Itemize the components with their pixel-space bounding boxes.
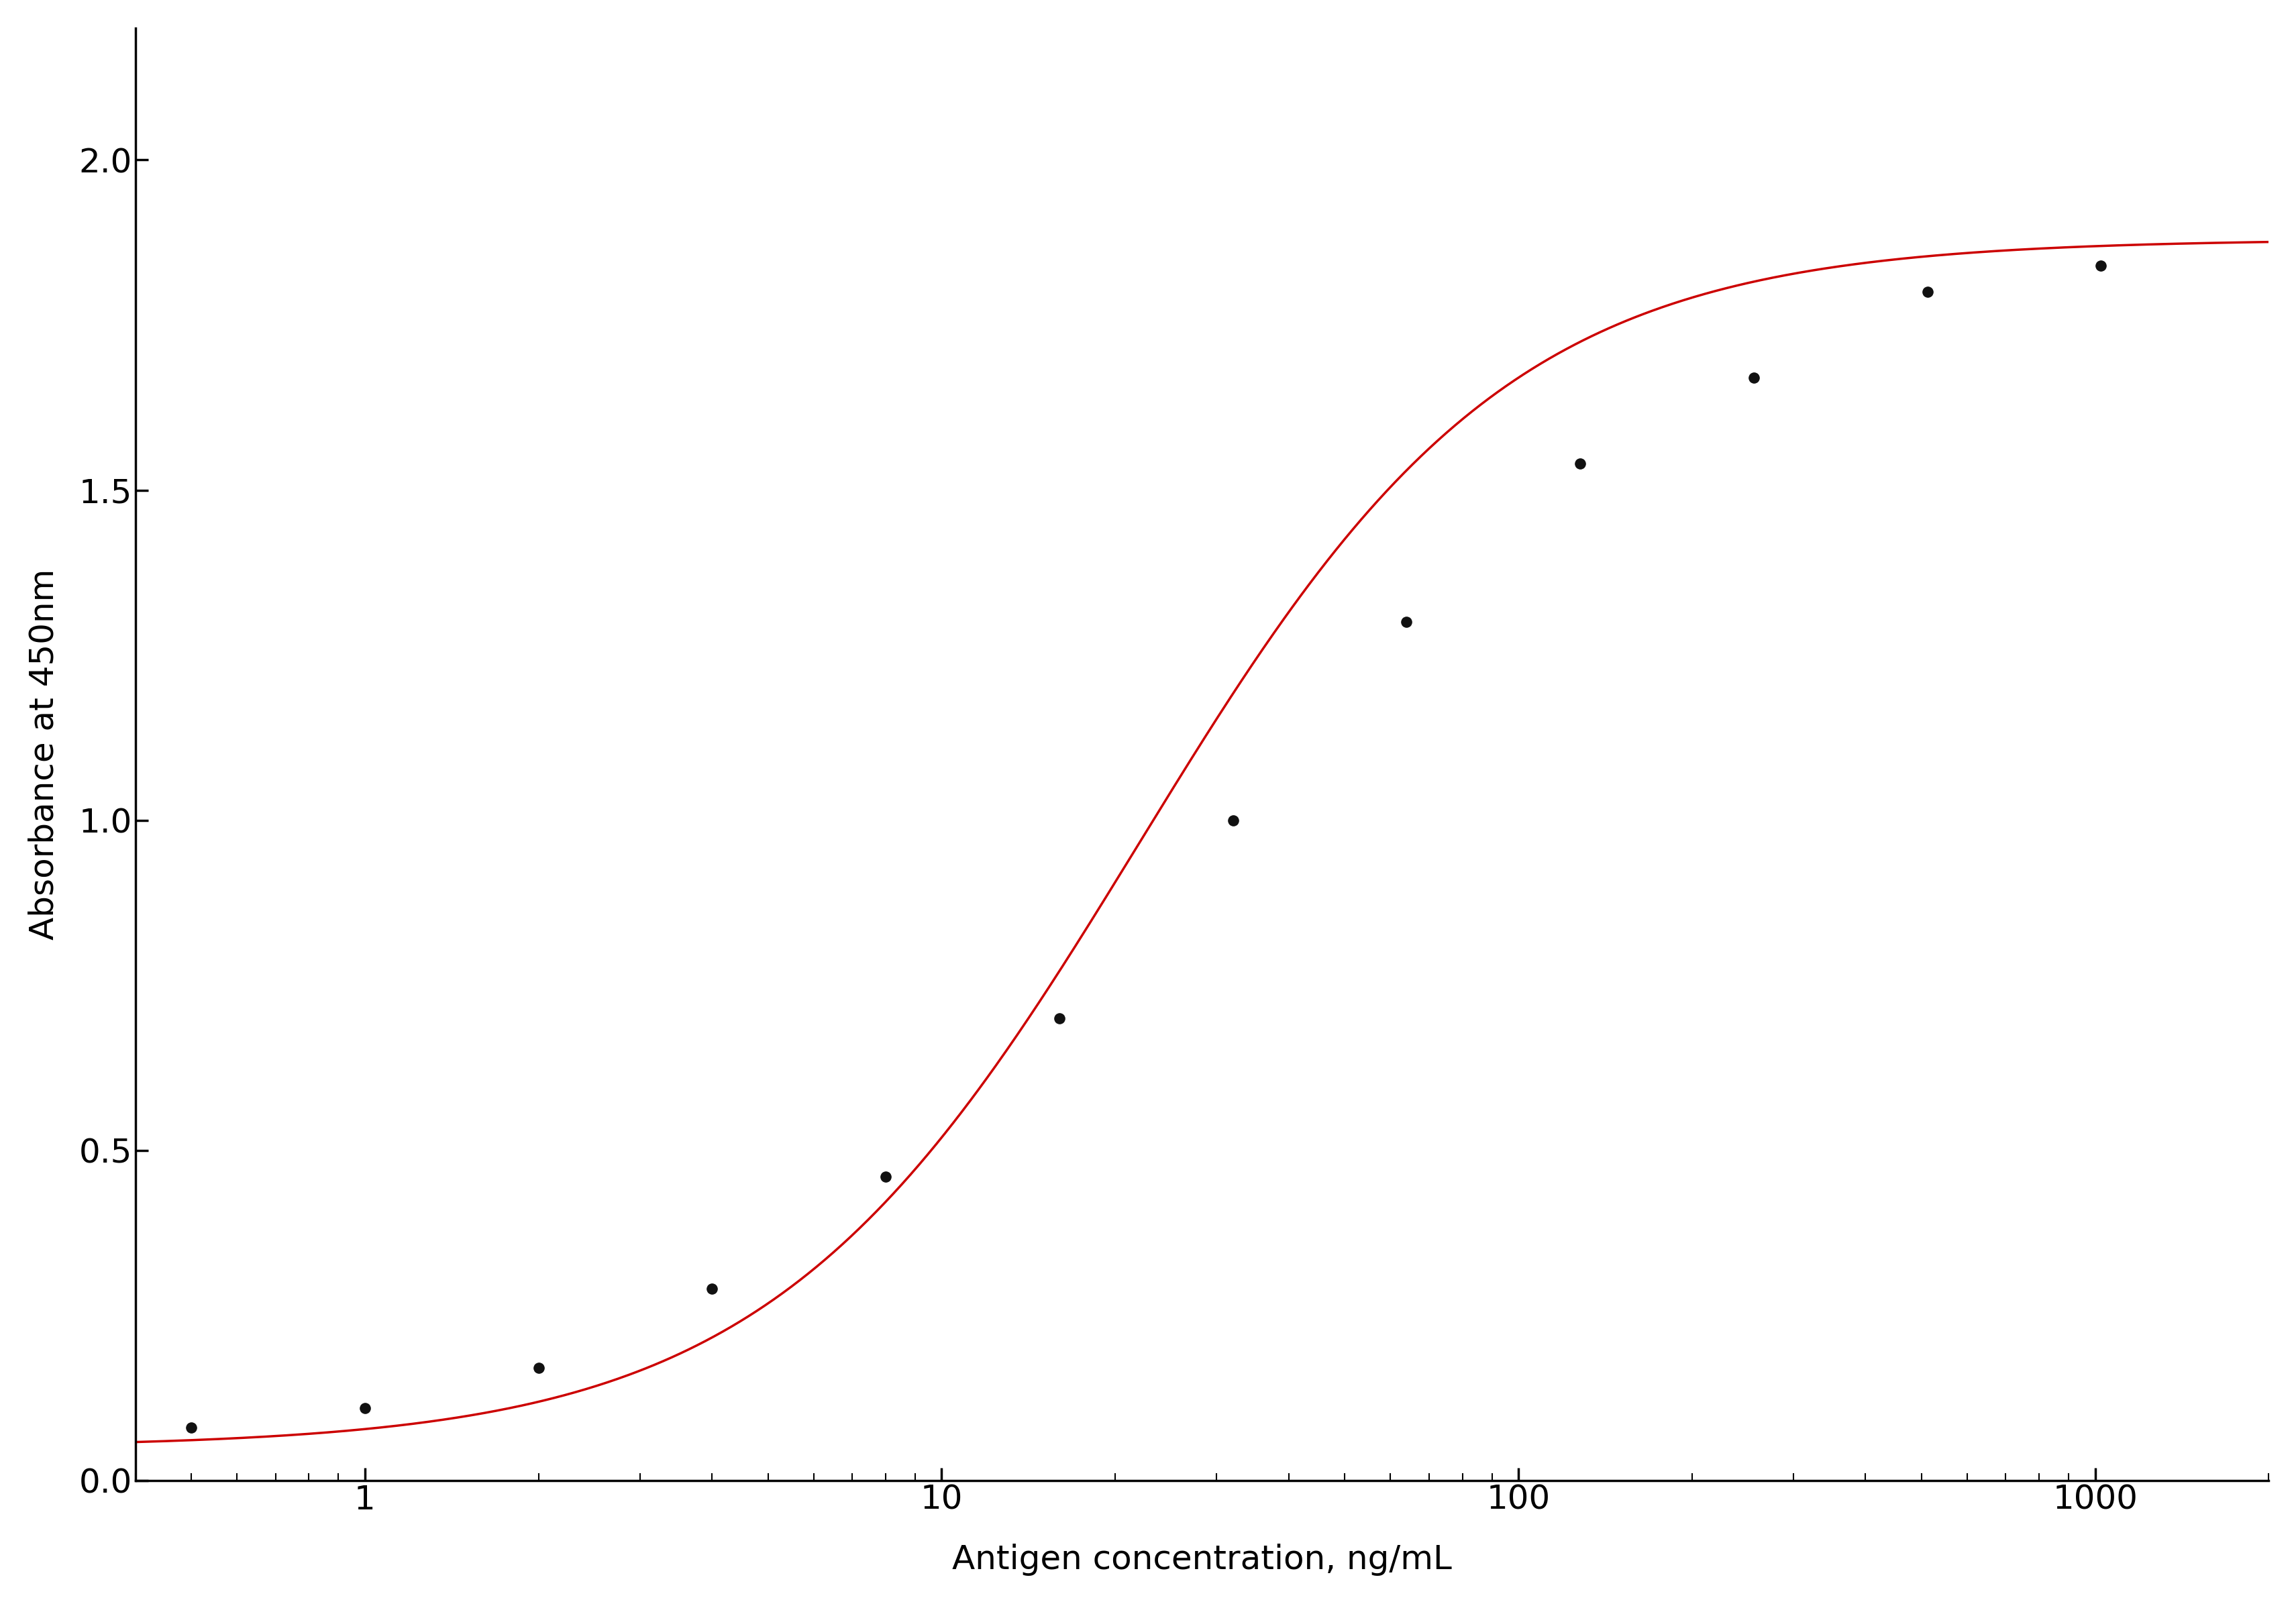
Point bbox=[1736, 366, 1773, 391]
Point bbox=[2082, 253, 2119, 279]
Point bbox=[1908, 279, 1945, 305]
Y-axis label: Absorbance at 450nm: Absorbance at 450nm bbox=[28, 568, 60, 940]
X-axis label: Antigen concentration, ng/mL: Antigen concentration, ng/mL bbox=[953, 1543, 1451, 1577]
Point bbox=[693, 1277, 730, 1302]
Point bbox=[172, 1415, 209, 1440]
Point bbox=[1215, 807, 1251, 832]
Point bbox=[519, 1355, 556, 1381]
Point bbox=[868, 1165, 905, 1190]
Point bbox=[1040, 1006, 1077, 1031]
Point bbox=[347, 1395, 383, 1421]
Point bbox=[1561, 451, 1598, 476]
Point bbox=[1387, 610, 1424, 635]
